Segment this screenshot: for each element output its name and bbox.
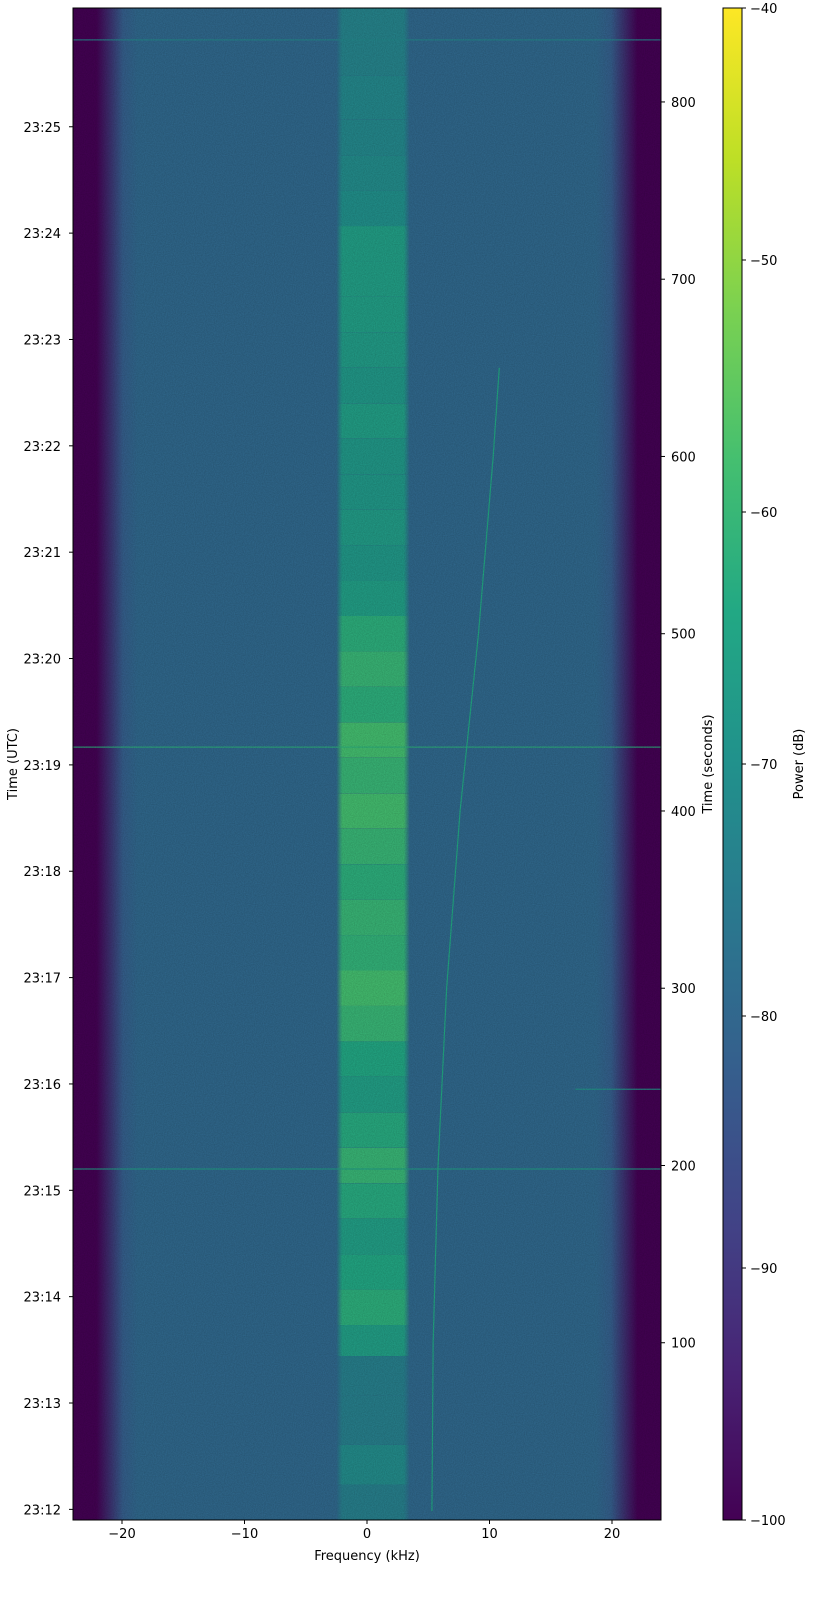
x-axis-label: Frequency (kHz) <box>314 1549 420 1564</box>
colorbar-tick-label: −50 <box>750 254 777 269</box>
x-tick-label: 10 <box>481 1527 498 1542</box>
colorbar-tick-label: −80 <box>750 1010 777 1025</box>
colorbar-tick-label: −70 <box>750 758 777 773</box>
left-tick-label: 23:19 <box>24 759 61 774</box>
left-tick-label: 23:24 <box>24 227 61 242</box>
noise-texture <box>73 8 661 1520</box>
left-tick-label: 23:12 <box>24 1503 61 1518</box>
right-tick-label: 800 <box>671 96 696 111</box>
x-tick-label: 0 <box>363 1527 371 1542</box>
colorbar-tick-label: −60 <box>750 506 777 521</box>
colorbar-tick-label: −100 <box>750 1514 786 1529</box>
x-tick-label: 20 <box>604 1527 621 1542</box>
right-tick-label: 700 <box>671 273 696 288</box>
colorbar <box>722 7 743 1521</box>
right-tick-label: 600 <box>671 450 696 465</box>
right-axis-label: Time (seconds) <box>701 714 716 814</box>
left-tick-label: 23:17 <box>24 972 61 987</box>
left-tick-label: 23:15 <box>24 1184 61 1199</box>
colorbar-axis: −100 −90 −80 −70 −60 −50 −40 <box>742 2 786 1529</box>
colorbar-tick-label: −90 <box>750 1262 777 1277</box>
colorbar-label: Power (dB) <box>792 729 807 800</box>
left-tick-label: 23:23 <box>24 333 61 348</box>
right-tick-label: 100 <box>671 1337 696 1352</box>
left-tick-label: 23:25 <box>24 121 61 136</box>
left-tick-label: 23:20 <box>24 653 61 668</box>
left-tick-label: 23:18 <box>24 865 61 880</box>
colorbar-tick-label: −40 <box>750 2 777 17</box>
right-tick-label: 200 <box>671 1159 696 1174</box>
x-axis: −20 −10 0 10 20 <box>108 1520 620 1542</box>
right-tick-label: 400 <box>671 805 696 820</box>
left-axis-label: Time (UTC) <box>6 728 21 801</box>
right-tick-label: 300 <box>671 982 696 997</box>
right-time-axis: 100 200 300 400 500 600 700 800 <box>661 96 696 1352</box>
left-tick-label: 23:16 <box>24 1078 61 1093</box>
left-time-axis: 23:12 23:13 23:14 23:15 23:16 23:17 23:18 23:19… <box>24 121 73 1518</box>
spectrogram-plot <box>73 8 661 1520</box>
right-tick-label: 500 <box>671 628 696 643</box>
left-tick-label: 23:13 <box>24 1397 61 1412</box>
left-tick-label: 23:14 <box>24 1291 61 1306</box>
x-tick-label: −20 <box>108 1527 135 1542</box>
left-tick-label: 23:22 <box>24 440 61 455</box>
left-tick-label: 23:21 <box>24 546 61 561</box>
x-tick-label: −10 <box>231 1527 258 1542</box>
